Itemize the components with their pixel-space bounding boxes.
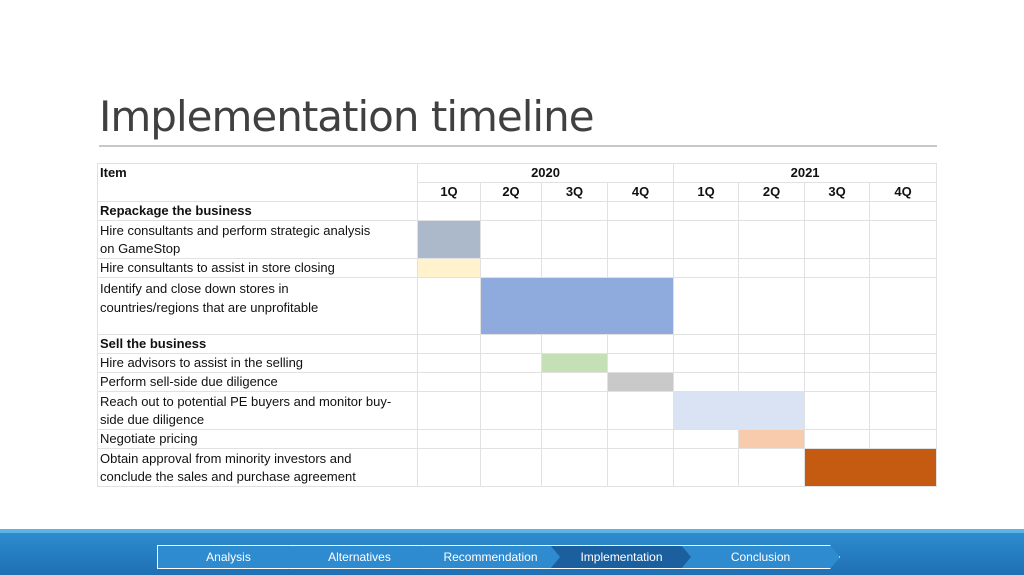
task-label: Hire consultants and perform strategic a… <box>97 220 418 259</box>
nav-step-analysis[interactable]: Analysis <box>157 545 300 569</box>
quarter-header: 2Q <box>738 182 806 202</box>
quarter-header-row: 1Q 2Q 3Q 4Q 1Q 2Q 3Q 4Q <box>98 182 938 202</box>
quarter-header: 2Q <box>480 182 542 202</box>
nav-step-implementation[interactable]: Implementation <box>550 545 693 569</box>
timeline-bar <box>541 353 608 373</box>
task-label: Negotiate pricing <box>97 429 418 449</box>
timeline-bar <box>417 220 481 259</box>
task-row: Perform sell-side due diligence <box>97 372 938 392</box>
timeline-bar <box>738 429 806 449</box>
task-row: Obtain approval from minority investors … <box>97 448 938 487</box>
year-header-row: Item 2020 2021 <box>97 163 938 202</box>
nav-step-alternatives[interactable]: Alternatives <box>288 545 431 569</box>
task-row: Negotiate pricing <box>97 429 938 449</box>
section-row: Sell the business <box>97 334 938 354</box>
timeline-bar <box>417 258 481 278</box>
task-row: Hire consultants to assist in store clos… <box>97 258 938 278</box>
task-label: Reach out to potential PE buyers and mon… <box>97 391 418 430</box>
task-label: Hire consultants to assist in store clos… <box>97 258 418 278</box>
quarter-header: 4Q <box>869 182 938 202</box>
timeline-bar <box>804 448 938 487</box>
timeline-bar <box>479 277 675 335</box>
timeline-bar <box>673 391 806 430</box>
task-row: Reach out to potential PE buyers and mon… <box>97 391 938 430</box>
task-row: Hire advisors to assist in the selling <box>97 353 938 373</box>
quarter-header: 1Q <box>417 182 481 202</box>
nav-step-conclusion[interactable]: Conclusion <box>681 545 840 569</box>
footer-accent-line <box>0 529 1024 533</box>
year-header: 2020 <box>416 163 675 183</box>
task-row: Hire consultants and perform strategic a… <box>97 220 938 259</box>
title-divider <box>99 145 937 147</box>
section-label: Sell the business <box>97 334 418 354</box>
task-label: Hire advisors to assist in the selling <box>97 353 418 373</box>
quarter-header: 3Q <box>804 182 871 202</box>
nav-step-recommendation[interactable]: Recommendation <box>419 545 562 569</box>
section-label: Repackage the business <box>97 201 418 221</box>
task-label: Perform sell-side due diligence <box>97 372 418 392</box>
task-label: Identify and close down stores in countri… <box>97 277 418 335</box>
section-row: Repackage the business <box>97 201 938 221</box>
item-column-header: Item <box>97 163 418 202</box>
quarter-header: 1Q <box>673 182 740 202</box>
timeline-table: Item 2020 2021 1Q 2Q 3Q 4Q 1Q 2Q 3Q 4Q R… <box>97 163 938 487</box>
year-header: 2021 <box>673 163 938 183</box>
timeline-bar <box>606 372 675 392</box>
quarter-header: 3Q <box>541 182 608 202</box>
task-label: Obtain approval from minority investors … <box>97 448 418 487</box>
page-title: Implementation timeline <box>99 92 595 141</box>
quarter-header: 4Q <box>606 182 675 202</box>
task-row: Identify and close down stores in countri… <box>97 277 938 335</box>
